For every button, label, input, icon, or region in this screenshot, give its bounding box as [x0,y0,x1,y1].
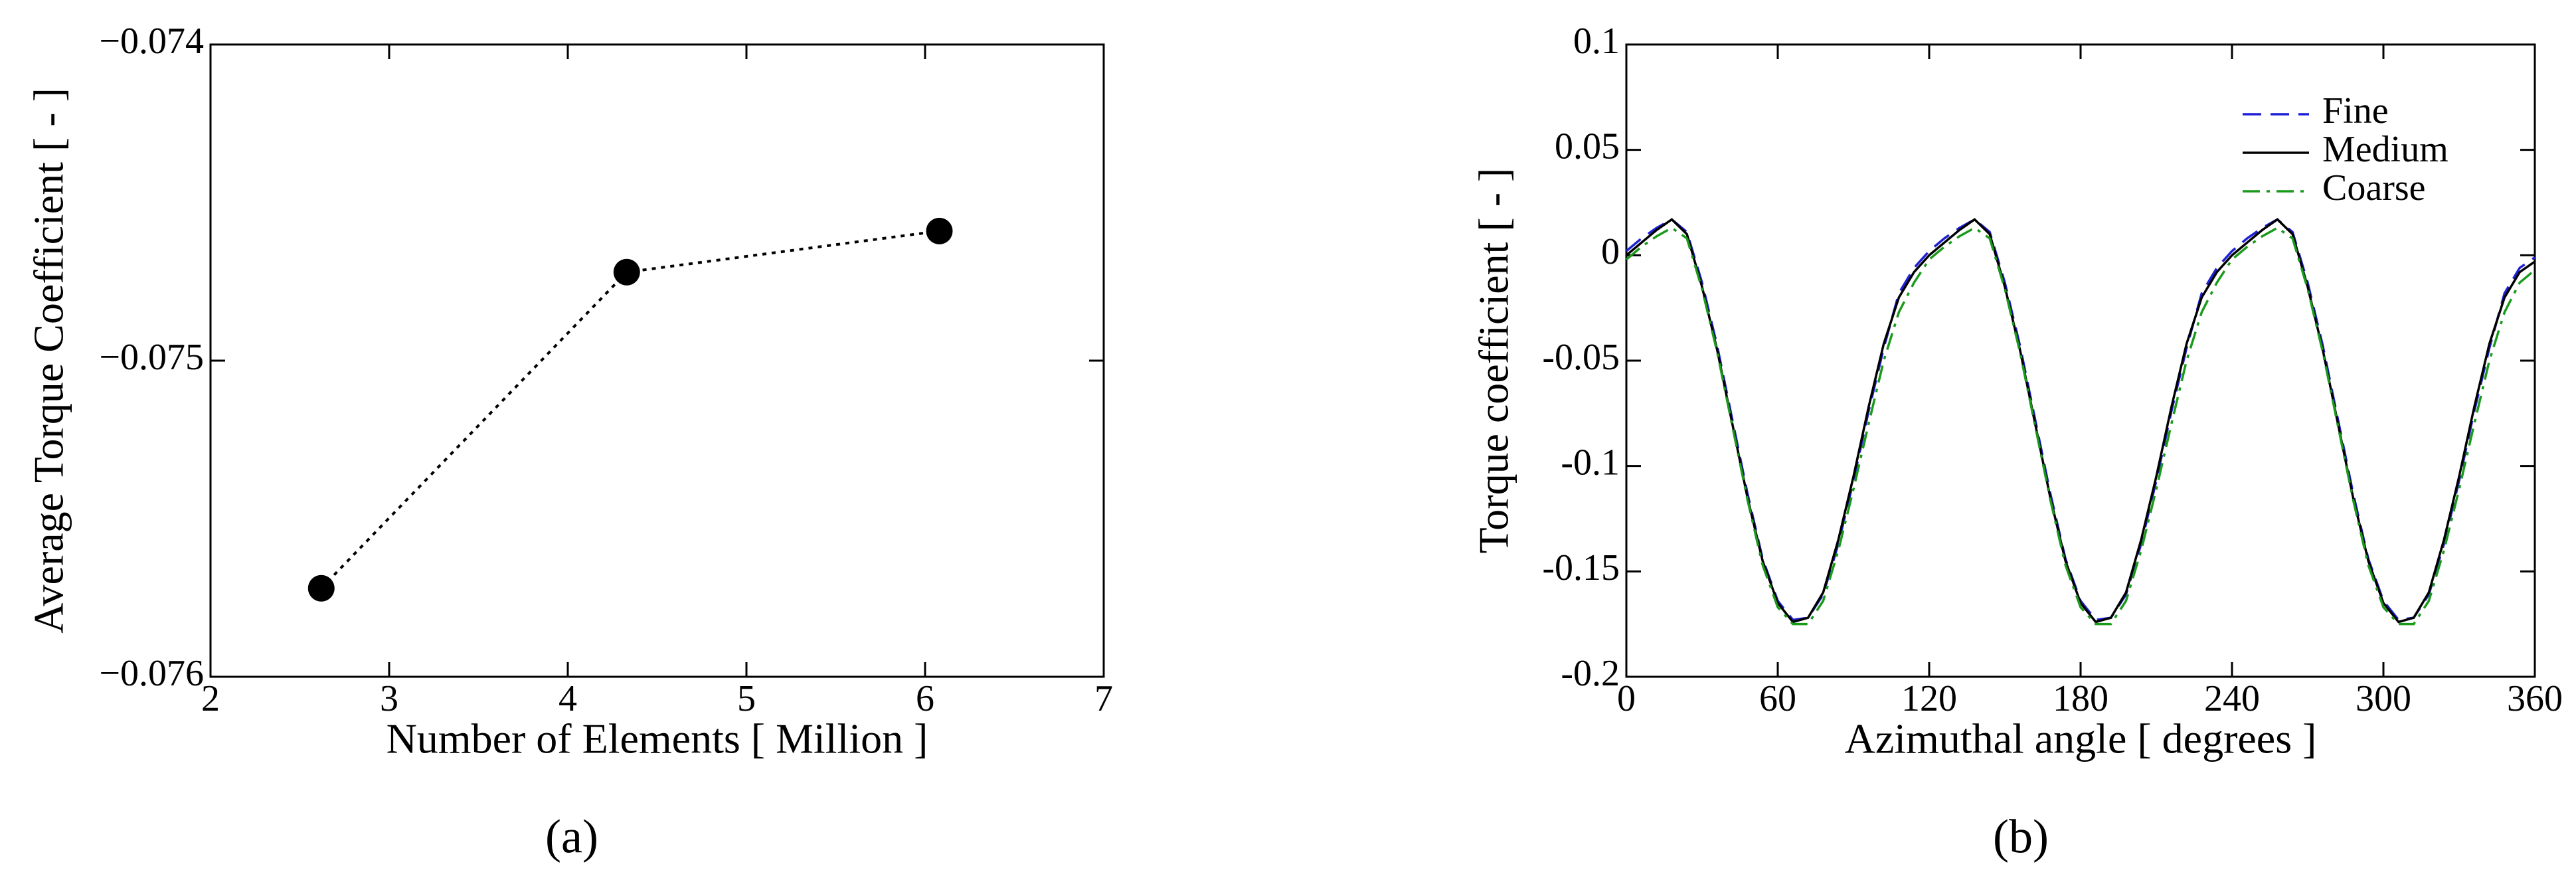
x-tick-label: 180 [2053,678,2108,719]
y-tick-label: -0.1 [1561,442,1620,484]
x-tick-label: 6 [916,678,934,719]
x-tick-label: 4 [558,678,577,719]
data-point [307,574,335,602]
y-tick-label: −0.076 [99,653,204,694]
y-axis-title: Torque coefficient [ - ] [1470,168,1517,554]
x-tick-label: 300 [2356,678,2411,719]
data-point [926,217,953,244]
series-line [1625,226,2536,626]
x-axis-title: Azimuthal angle [ degrees ] [1845,715,2317,762]
series-line [1625,218,2535,624]
x-tick-label: 2 [201,678,220,719]
x-tick-label: 60 [1759,678,1796,719]
y-tick-label: 0.05 [1555,126,1620,167]
x-axis-title: Number of Elements [ Million ] [386,715,928,762]
plot-frame [209,43,1105,678]
y-tick-label: -0.05 [1542,337,1620,378]
x-tick-label: 5 [737,678,756,719]
caption: (a) [545,810,598,863]
y-tick-label: 0 [1601,231,1620,272]
x-tick-label: 120 [1901,678,1957,719]
x-tick-label: 0 [1617,678,1636,719]
y-tick-label: 0.1 [1573,21,1620,62]
y-tick-label: -0.15 [1542,547,1620,588]
legend-label: Fine [2322,90,2389,132]
y-tick-label: −0.074 [99,21,204,62]
x-tick-label: 7 [1094,678,1113,719]
y-tick-label: -0.2 [1561,653,1620,694]
data-point [613,258,640,286]
legend-label: Coarse [2322,167,2426,209]
x-tick-label: 360 [2507,678,2563,719]
x-tick-label: 3 [380,678,398,719]
y-axis-title: Average Torque Coefficient [ - ] [25,88,72,634]
x-tick-label: 240 [2204,678,2260,719]
legend-label: Medium [2322,129,2448,170]
y-tick-label: −0.075 [99,337,204,378]
caption: (b) [1993,810,2049,863]
